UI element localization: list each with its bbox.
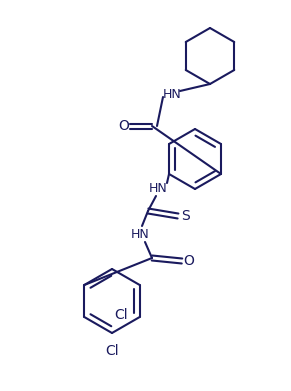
Text: HN: HN	[131, 228, 149, 240]
Text: Cl: Cl	[105, 344, 119, 358]
Text: Cl: Cl	[114, 308, 128, 322]
Text: S: S	[181, 209, 189, 223]
Text: HN: HN	[163, 88, 181, 102]
Text: O: O	[118, 119, 129, 133]
Text: O: O	[184, 254, 194, 268]
Text: HN: HN	[149, 181, 167, 194]
